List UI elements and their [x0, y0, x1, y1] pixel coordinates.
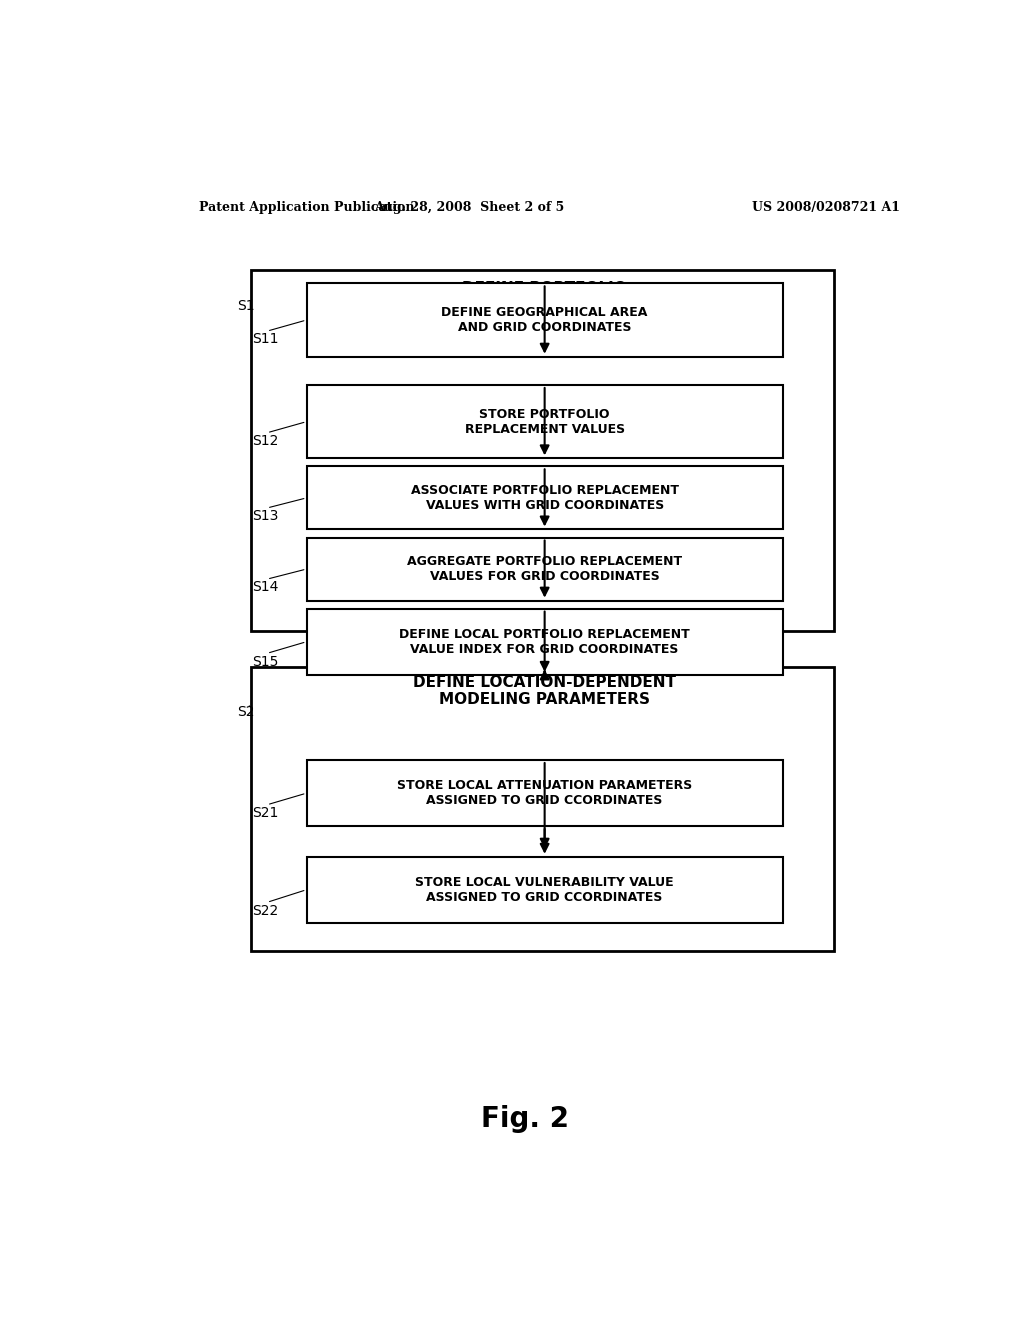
Text: Fig. 2: Fig. 2	[481, 1105, 568, 1133]
Text: S22: S22	[253, 903, 279, 917]
Text: S11: S11	[253, 333, 280, 346]
Text: S21: S21	[253, 807, 279, 820]
Text: S15: S15	[253, 655, 279, 668]
Text: AGGREGATE PORTFOLIO REPLACEMENT
VALUES FOR GRID COORDINATES: AGGREGATE PORTFOLIO REPLACEMENT VALUES F…	[408, 554, 682, 583]
Text: S2: S2	[238, 705, 255, 719]
Bar	[306, 857, 782, 923]
Bar	[306, 284, 782, 356]
Text: S12: S12	[253, 434, 279, 447]
Text: S14: S14	[253, 581, 279, 594]
Bar	[306, 466, 782, 529]
Bar	[306, 760, 782, 826]
Bar	[306, 609, 782, 675]
Text: US 2008/0208721 A1: US 2008/0208721 A1	[753, 201, 900, 214]
Text: Aug. 28, 2008  Sheet 2 of 5: Aug. 28, 2008 Sheet 2 of 5	[374, 201, 564, 214]
Bar	[306, 385, 782, 458]
Text: S1: S1	[238, 298, 255, 313]
Text: STORE LOCAL ATTENUATION PARAMETERS
ASSIGNED TO GRID CCORDINATES: STORE LOCAL ATTENUATION PARAMETERS ASSIG…	[397, 779, 692, 807]
Bar	[251, 667, 835, 952]
Text: STORE PORTFOLIO
REPLACEMENT VALUES: STORE PORTFOLIO REPLACEMENT VALUES	[465, 408, 625, 436]
Text: DEFINE GEOGRAPHICAL AREA
AND GRID COORDINATES: DEFINE GEOGRAPHICAL AREA AND GRID COORDI…	[441, 306, 648, 334]
Text: DEFINE LOCATION-DEPENDENT
MODELING PARAMETERS: DEFINE LOCATION-DEPENDENT MODELING PARAM…	[413, 675, 676, 708]
Bar	[251, 271, 835, 631]
Text: DEFINE PORTFOLIO: DEFINE PORTFOLIO	[462, 281, 627, 296]
Text: S13: S13	[253, 510, 279, 523]
Text: STORE LOCAL VULNERABILITY VALUE
ASSIGNED TO GRID CCORDINATES: STORE LOCAL VULNERABILITY VALUE ASSIGNED…	[416, 875, 674, 904]
Text: ASSOCIATE PORTFOLIO REPLACEMENT
VALUES WITH GRID COORDINATES: ASSOCIATE PORTFOLIO REPLACEMENT VALUES W…	[411, 484, 679, 512]
Text: DEFINE LOCAL PORTFOLIO REPLACEMENT
VALUE INDEX FOR GRID COORDINATES: DEFINE LOCAL PORTFOLIO REPLACEMENT VALUE…	[399, 628, 690, 656]
Text: Patent Application Publication: Patent Application Publication	[200, 201, 415, 214]
Bar	[306, 537, 782, 601]
